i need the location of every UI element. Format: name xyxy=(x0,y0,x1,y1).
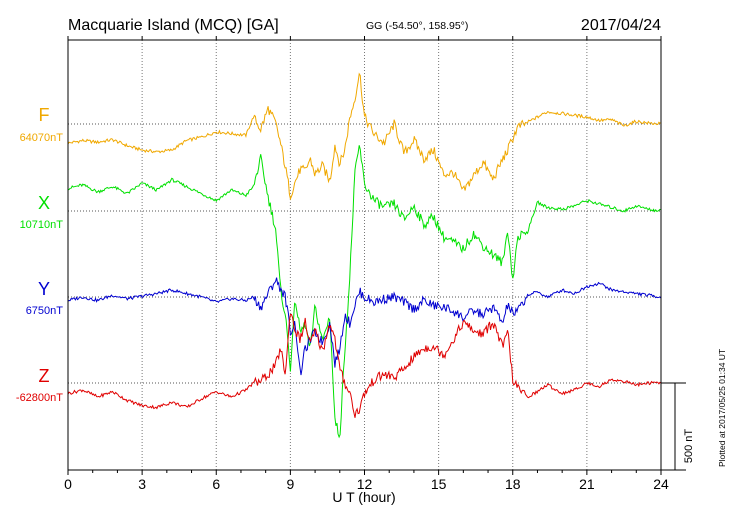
series-baseline-y: 6750nT xyxy=(26,305,64,317)
x-tick-label: 9 xyxy=(286,476,294,492)
series-name-x: X xyxy=(38,193,50,213)
series-baseline-z: -62800nT xyxy=(16,392,63,404)
series-labels: F 64070nT X 10710nT Y 6750nT Z -62800nT xyxy=(16,105,63,404)
plotted-note: Plotted at 2017/05/25 01:34 UT xyxy=(717,349,727,467)
x-tick-label: 18 xyxy=(505,476,521,492)
scale-bar: 500 nT xyxy=(661,382,695,471)
series-name-f: F xyxy=(39,105,50,125)
x-tick-label: 24 xyxy=(653,476,669,492)
x-tick-label: 15 xyxy=(431,476,447,492)
station-coords: GG (-54.50°, 158.95°) xyxy=(366,20,468,32)
series-name-y: Y xyxy=(38,279,50,299)
x-tick-label: 3 xyxy=(138,476,146,492)
series-baseline-x: 10710nT xyxy=(20,219,64,231)
x-tick-label: 0 xyxy=(64,476,72,492)
series-name-z: Z xyxy=(39,366,50,386)
scale-bar-label: 500 nT xyxy=(683,429,695,464)
x-axis: 0 3 6 9 12 15 18 21 24 xyxy=(64,36,669,492)
series-line-f xyxy=(67,72,662,201)
x-tick-label: 6 xyxy=(212,476,220,492)
plot-frame xyxy=(67,39,662,471)
series-line-y xyxy=(67,277,662,376)
series-line-z xyxy=(67,313,662,418)
series-line-x xyxy=(67,145,662,439)
chart-date: 2017/04/24 xyxy=(581,17,661,34)
station-title: Macquarie Island (MCQ) [GA] xyxy=(68,17,279,34)
x-tick-label: 21 xyxy=(579,476,595,492)
x-axis-label: U T (hour) xyxy=(332,489,395,505)
series-baseline-f: 64070nT xyxy=(20,132,64,144)
traces xyxy=(67,72,662,439)
grid-lines xyxy=(141,40,588,470)
x-tick-label: 12 xyxy=(357,476,373,492)
